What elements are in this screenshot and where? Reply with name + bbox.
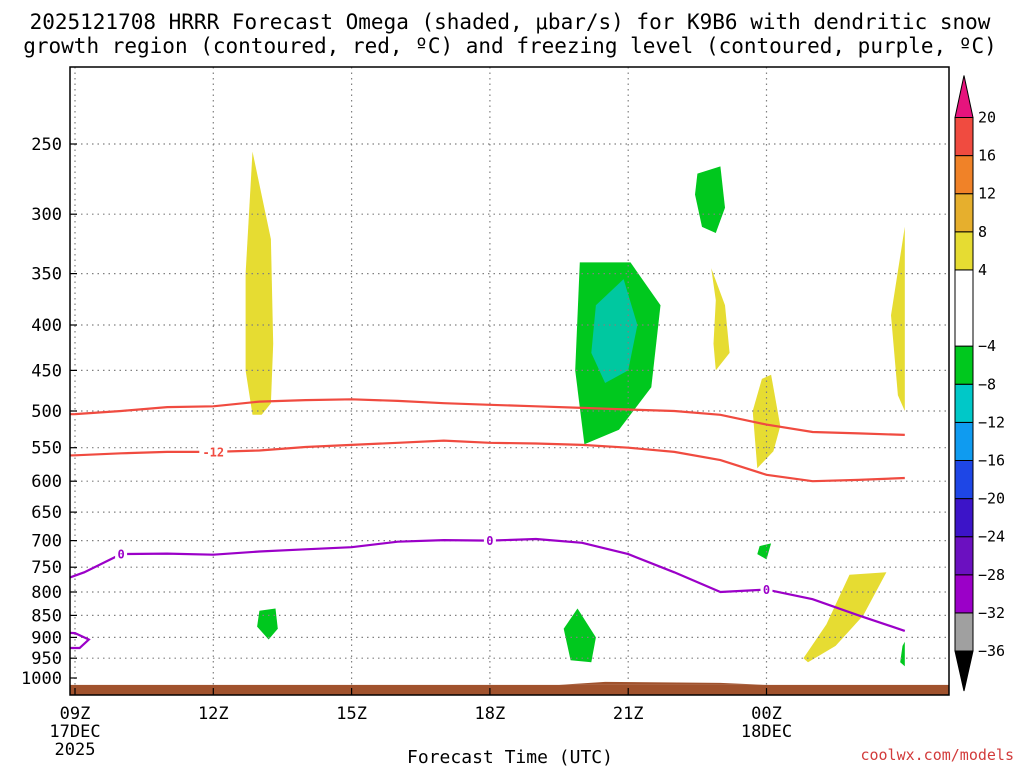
colorbar-arrow-low (954, 650, 974, 692)
omega-shaded-regions (245, 151, 905, 667)
omega-region-4-8-1 (711, 268, 730, 371)
purple-contour-label-0-2-bg (760, 582, 773, 597)
colorbar-label-9: −20 (978, 490, 1005, 508)
colorbar-band-8-12 (954, 193, 974, 233)
y-tick-label-650: 650 (31, 503, 62, 523)
y-tick-label-550: 550 (31, 439, 62, 459)
colorbar-label-0: 20 (978, 109, 996, 127)
purple-contour-1 (70, 631, 91, 650)
x-tick-date-09Z: 17DEC (49, 722, 100, 742)
x-tick-label-12Z: 12Z (198, 704, 229, 724)
colorbar: 20 16 12 8 4 −4 −8 −12 −16 −20 −24 −28 −32 −36 (954, 75, 1005, 692)
y-tick-label-300: 300 (31, 205, 62, 225)
colorbar-label-2: 12 (978, 185, 996, 203)
terrain (70, 681, 949, 695)
omega-region-4-8-2 (752, 374, 781, 469)
colorbar-label-11: −28 (978, 566, 1005, 584)
chart-title-line-2: growth region (contoured, red, ºC) and f… (23, 34, 997, 58)
colorbar-band--20--16 (954, 460, 974, 500)
plot-frame (69, 66, 950, 696)
omega-region--4--8-7 (695, 166, 725, 233)
red-contour-label-1: -12 (202, 445, 224, 459)
y-axis-ticks: 2503003504004505005506006507007508008509… (21, 135, 77, 689)
colorbar-band--12--8 (954, 383, 974, 423)
colorbar-band--8--4 (954, 345, 974, 385)
colorbar-label-6: −8 (978, 375, 996, 393)
x-tick-date-00Z: 18DEC (741, 722, 792, 742)
purple-contour-label-0-0-bg (115, 547, 128, 562)
colorbar-label-10: −24 (978, 528, 1005, 546)
omega-region--4--8-11 (900, 641, 905, 667)
x-tick-year-09Z: 2025 (55, 740, 96, 760)
colorbar-band--16--12 (954, 421, 974, 461)
colorbar-band--24--20 (954, 498, 974, 538)
colorbar-band-16-20 (954, 117, 974, 157)
y-tick-label-800: 800 (31, 583, 62, 603)
y-tick-label-250: 250 (31, 135, 62, 155)
y-tick-label-1000: 1000 (21, 669, 62, 689)
omega-region-4-8-3 (803, 572, 887, 663)
colorbar-label-3: 8 (978, 223, 987, 241)
colorbar-label-8: −16 (978, 452, 1005, 470)
colorbar-band--28--24 (954, 536, 974, 576)
y-tick-label-750: 750 (31, 558, 62, 578)
colorbar-label-5: −4 (978, 337, 996, 355)
grid-lines (70, 67, 949, 695)
colorbar-label-13: −36 (978, 642, 1005, 660)
colorbar-band--32--28 (954, 574, 974, 614)
omega-region--8--12-6 (591, 279, 638, 383)
red-contour-1 (70, 439, 905, 483)
omega-region-4-8-4 (891, 226, 905, 411)
purple-contour-label-0-1: 0 (486, 534, 493, 548)
x-tick-label-21Z: 21Z (613, 704, 644, 724)
x-tick-label-00Z: 00Z (751, 704, 782, 724)
purple-contour-label-0-1-bg (483, 533, 496, 548)
y-tick-label-850: 850 (31, 606, 62, 626)
y-tick-label-400: 400 (31, 316, 62, 336)
terrain-band (70, 684, 949, 695)
colorbar-band--4-4 (954, 269, 974, 347)
x-tick-label-15Z: 15Z (336, 704, 367, 724)
x-tick-label-18Z: 18Z (475, 704, 506, 724)
colorbar-band--36--32 (954, 612, 974, 652)
omega-region--4--8-10 (757, 543, 772, 560)
colorbar-label-12: −32 (978, 604, 1005, 622)
omega-region--4--8-8 (257, 608, 278, 640)
temperature-contours: -12 0 0 0 (70, 398, 906, 650)
y-tick-label-950: 950 (31, 649, 62, 669)
colorbar-arrow-high (954, 75, 974, 118)
colorbar-band-4-8 (954, 231, 974, 271)
chart-title-line-1: 2025121708 HRRR Forecast Omega (shaded, … (30, 10, 991, 34)
omega-region-4-8-0 (245, 151, 274, 415)
purple-contour-label-0-2: 0 (763, 583, 770, 597)
y-tick-label-900: 900 (31, 628, 62, 648)
colorbar-band-12-16 (954, 155, 974, 195)
purple-contour-label-0-0: 0 (117, 548, 124, 562)
terrain-bump (559, 681, 767, 685)
y-tick-label-700: 700 (31, 532, 62, 552)
red-contour-0 (70, 398, 905, 436)
y-tick-label-350: 350 (31, 265, 62, 285)
omega-region--4--8-9 (563, 608, 596, 663)
colorbar-label-4: 4 (978, 261, 987, 279)
x-axis-label: Forecast Time (UTC) (407, 747, 613, 768)
colorbar-label-7: −12 (978, 413, 1005, 431)
purple-contour-0 (70, 537, 906, 632)
y-tick-label-600: 600 (31, 472, 62, 492)
x-tick-label-09Z: 09Z (60, 704, 91, 724)
red-contour-label-1-bg (199, 444, 228, 459)
credit-link[interactable]: coolwx.com/models (860, 746, 1014, 764)
y-tick-label-450: 450 (31, 361, 62, 381)
colorbar-label-1: 16 (978, 147, 996, 165)
y-tick-label-500: 500 (31, 402, 62, 422)
